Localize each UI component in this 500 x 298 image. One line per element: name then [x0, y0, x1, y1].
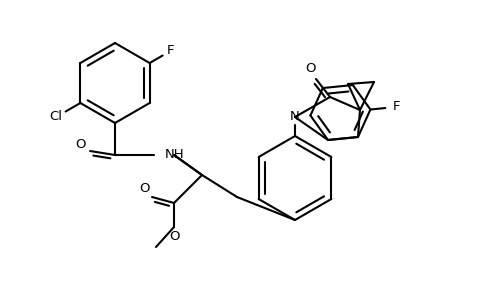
- Text: O: O: [169, 229, 179, 243]
- Text: O: O: [139, 182, 149, 195]
- Text: N: N: [290, 111, 300, 123]
- Text: O: O: [306, 63, 316, 75]
- Text: F: F: [166, 44, 174, 58]
- Text: F: F: [392, 100, 400, 114]
- Text: NH: NH: [165, 148, 184, 162]
- Text: O: O: [76, 137, 86, 150]
- Text: Cl: Cl: [50, 111, 62, 123]
